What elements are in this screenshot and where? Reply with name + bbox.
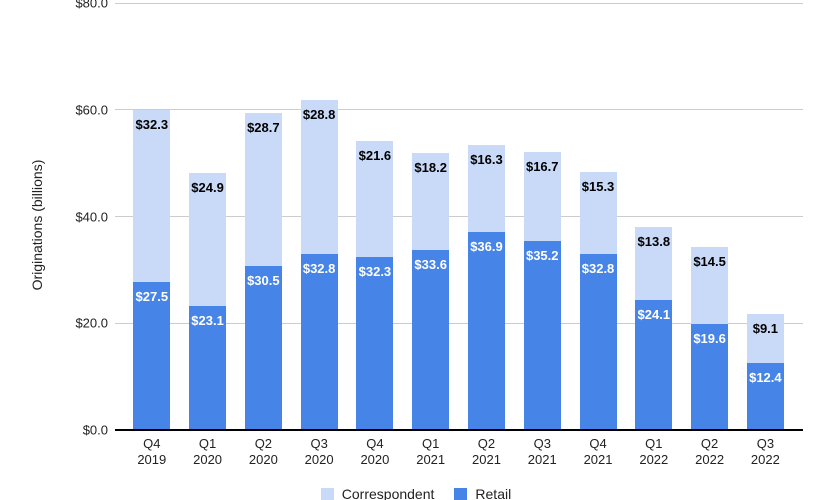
- bar-segment-correspondent: [412, 152, 450, 250]
- bar-segment-retail: [189, 305, 227, 429]
- bar-label-retail: $24.1: [637, 307, 671, 323]
- bar-label-correspondent: $18.2: [414, 159, 447, 175]
- bar-segment-correspondent: [579, 172, 617, 254]
- bar-label-correspondent: $16.7: [525, 158, 559, 174]
- x-tick-label: Q3 2021: [527, 436, 557, 467]
- gridline: [115, 322, 803, 324]
- bar-segment-correspondent: [523, 151, 561, 242]
- bar-label-retail: $35.2: [525, 248, 559, 264]
- bar-segment-correspondent: [189, 172, 227, 306]
- bar-label-retail: $23.1: [191, 312, 224, 328]
- retail-swatch-icon: [454, 487, 468, 500]
- bar-segment-correspondent: [635, 226, 673, 301]
- bar-segment-correspondent: [300, 100, 338, 254]
- bar-segment-retail: [356, 256, 394, 429]
- bar-segment-retail: [412, 249, 450, 429]
- bar-label-correspondent: $14.5: [693, 253, 726, 269]
- x-tick-label: Q1 2021: [416, 436, 446, 467]
- bar-segment-correspondent: [467, 145, 505, 233]
- bar-label-retail: $19.6: [693, 331, 726, 347]
- legend-label-retail: Retail: [475, 486, 512, 500]
- x-tick-label: Q2 2020: [248, 436, 278, 467]
- x-tick-label: Q2 2021: [472, 436, 501, 467]
- x-tick-label: Q4 2020: [360, 436, 390, 467]
- legend-item-correspondent: Correspondent: [320, 486, 435, 500]
- legend: Correspondent Retail: [0, 486, 832, 500]
- bar-segment-retail: [746, 362, 784, 429]
- y-tick-label: $80.0: [75, 0, 108, 11]
- x-tick-label: Q1 2022: [639, 436, 669, 467]
- bar-label-retail: $32.8: [581, 260, 615, 276]
- x-tick-label: Q3 2020: [304, 436, 334, 467]
- legend-label-correspondent: Correspondent: [341, 486, 435, 500]
- x-tick-label: Q4 2021: [583, 436, 613, 467]
- bar-label-retail: $12.4: [749, 369, 782, 385]
- bar-segment-correspondent: [133, 109, 171, 283]
- legend-item-retail: Retail: [454, 486, 511, 500]
- bar-label-correspondent: $21.6: [358, 148, 392, 164]
- bar-segment-correspondent: [244, 113, 282, 267]
- bar-segment-correspondent: [746, 314, 784, 363]
- bar-label-correspondent: $28.8: [302, 107, 336, 123]
- bar-label-retail: $30.5: [247, 273, 280, 289]
- bar-segment-retail: [635, 300, 673, 429]
- bar-segment-retail: [523, 241, 561, 429]
- gridline: [115, 2, 803, 4]
- x-axis-line: [115, 429, 803, 431]
- y-tick-label: $20.0: [75, 315, 108, 331]
- bar-segment-retail: [691, 324, 729, 429]
- gridline: [115, 109, 803, 111]
- bar-label-correspondent: $28.7: [247, 120, 280, 136]
- bar-label-correspondent: $16.3: [470, 152, 503, 168]
- bar-segment-retail: [133, 282, 171, 429]
- bar-segment-retail: [579, 253, 617, 429]
- bar-label-retail: $36.9: [470, 239, 503, 255]
- bar-label-correspondent: $13.8: [637, 233, 671, 249]
- bar-label-retail: $27.5: [135, 289, 169, 305]
- x-tick-label: Q4 2019: [137, 436, 167, 467]
- bar-segment-retail: [244, 266, 282, 429]
- x-tick-label: Q1 2020: [193, 436, 223, 467]
- bar-label-retail: $32.8: [302, 260, 336, 276]
- bar-label-correspondent: $9.1: [752, 321, 779, 337]
- correspondent-swatch-icon: [320, 487, 334, 500]
- y-tick-label: $60.0: [75, 102, 108, 118]
- bar-label-correspondent: $24.9: [191, 179, 224, 195]
- bar-label-retail: $33.6: [414, 256, 447, 272]
- bar-label-correspondent: $15.3: [581, 179, 615, 195]
- bar-segment-retail: [300, 253, 338, 429]
- x-tick-label: Q3 2022: [750, 436, 780, 467]
- y-tick-label: $0.0: [82, 422, 108, 438]
- bar-label-correspondent: $32.3: [135, 116, 169, 132]
- bar-segment-correspondent: [691, 246, 729, 325]
- bar-segment-correspondent: [356, 141, 394, 257]
- x-tick-label: Q2 2022: [695, 436, 725, 467]
- bar-segment-retail: [467, 232, 505, 429]
- bar-label-retail: $32.3: [358, 263, 392, 279]
- gridline: [115, 216, 803, 217]
- y-tick-label: $40.0: [75, 209, 108, 224]
